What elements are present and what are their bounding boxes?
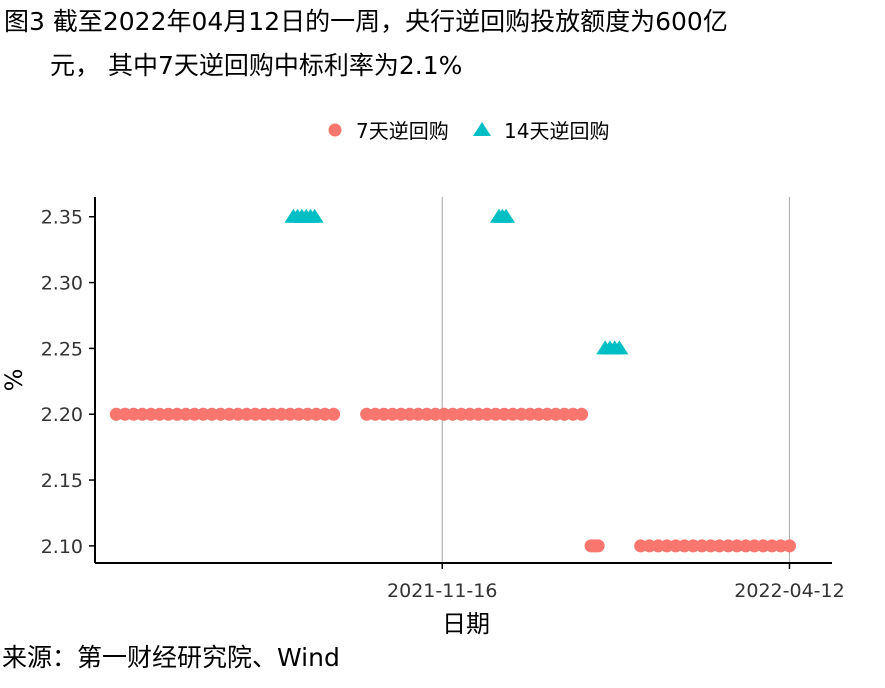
x-tick-label: 2022-04-12 — [734, 580, 844, 602]
data-point-14-day — [497, 208, 516, 223]
chart-legend: 7天逆回购 14天逆回购 — [328, 119, 609, 143]
y-tick-label: 2.10 — [41, 536, 83, 558]
y-tick-label: 2.15 — [41, 470, 83, 492]
legend-marker-7-day — [328, 123, 342, 137]
y-tick-label: 2.30 — [41, 273, 83, 295]
data-point-14-day — [610, 340, 629, 355]
x-axis-ticks: 2021-11-16 2022-04-12 — [387, 563, 845, 602]
figure-caption-line-1: 图3 截至2022年04月12日的一周，央行逆回购投放额度为600亿 — [4, 7, 728, 36]
y-axis-ticks: 2.10 2.15 2.20 2.25 2.30 2.35 — [41, 207, 95, 558]
data-point-7-day — [575, 407, 589, 421]
legend-label-7-day: 7天逆回购 — [356, 119, 449, 143]
x-axis-title: 日期 — [442, 610, 490, 638]
legend-label-14-day: 14天逆回购 — [504, 119, 609, 143]
data-point-14-day — [305, 208, 324, 223]
y-tick-label: 2.25 — [41, 338, 83, 360]
data-point-7-day — [327, 407, 341, 421]
data-point-7-day — [782, 539, 796, 553]
y-tick-label: 2.35 — [41, 207, 83, 229]
grid-lines — [441, 197, 791, 563]
source-note: 来源：第一财经研究院、Wind — [2, 643, 340, 672]
y-axis-title: % — [0, 369, 28, 392]
data-point-7-day — [591, 539, 605, 553]
x-tick-label: 2021-11-16 — [387, 580, 497, 602]
legend-marker-14-day — [473, 122, 491, 136]
figure-caption-line-2: 元， 其中7天逆回购中标利率为2.1% — [50, 51, 463, 80]
data-points — [109, 208, 796, 553]
y-tick-label: 2.20 — [41, 404, 83, 426]
